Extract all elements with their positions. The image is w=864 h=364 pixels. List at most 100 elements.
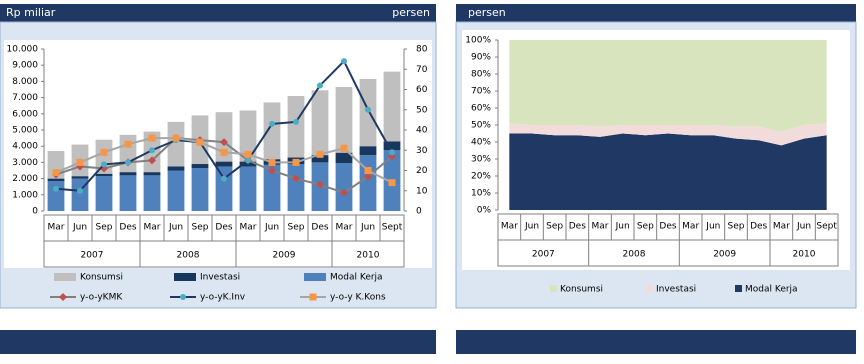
y-tick-label: 0 <box>32 207 38 217</box>
x-tick-label: Des <box>311 223 328 233</box>
marker <box>172 134 180 142</box>
marker <box>148 134 156 142</box>
x-tick-label: Jun <box>615 222 630 232</box>
marker <box>52 169 60 177</box>
legend-marker <box>309 293 317 301</box>
y-tick-label: 60% <box>471 104 491 114</box>
x-tick-label: Jun <box>168 223 183 233</box>
header-bar <box>456 4 856 22</box>
marker <box>292 158 300 166</box>
marker <box>316 150 324 158</box>
x-tick-label: Sep <box>96 223 113 233</box>
bar <box>167 166 185 171</box>
bar <box>95 139 113 174</box>
marker <box>269 120 275 127</box>
x-tick-label: Jun <box>72 223 87 233</box>
y-tick-label: 1.000 <box>12 190 38 200</box>
y-tick-label: 10% <box>471 189 491 199</box>
legend-label: Konsumsi <box>560 285 603 295</box>
bar <box>239 166 257 211</box>
y-tick-label: 0% <box>477 206 492 216</box>
y-tick-label: 40% <box>471 138 491 148</box>
marker <box>340 188 348 197</box>
x-tick-label: Des <box>659 222 676 232</box>
x-tick-label: Mar <box>682 222 699 232</box>
y-tick-label: 10.000 <box>7 45 39 55</box>
x-tick-label: Jun <box>705 222 720 232</box>
bar <box>167 170 185 211</box>
y2-tick-label: 0 <box>416 207 422 217</box>
y2-tick-label: 70 <box>416 65 428 75</box>
legend-label: Konsumsi <box>80 273 123 283</box>
y2-axis-label: persen <box>392 6 430 19</box>
x-tick-label: Des <box>569 222 586 232</box>
marker <box>364 172 372 181</box>
bar <box>335 152 353 164</box>
bar <box>191 164 209 169</box>
x-tick-label: Sep <box>637 222 654 232</box>
legend-label: Modal Kerja <box>745 285 798 295</box>
marker <box>149 147 155 154</box>
y2-tick-label: 60 <box>416 85 428 95</box>
area <box>509 133 827 210</box>
bar <box>359 155 377 211</box>
x-tick-label: Mar <box>144 223 161 233</box>
x-tick-label: Des <box>215 223 232 233</box>
bar <box>167 121 185 167</box>
bar <box>263 102 281 160</box>
y-tick-label: 50% <box>471 121 491 131</box>
x-tick-label: Sep <box>546 222 563 232</box>
x-tick-label: Sep <box>288 223 305 233</box>
x-tick-label: Des <box>750 222 767 232</box>
marker <box>221 175 227 182</box>
bar <box>47 178 65 182</box>
marker <box>268 158 276 166</box>
x-group-label: 2007 <box>532 250 555 260</box>
x-group-label: 2008 <box>177 251 200 261</box>
x-group-label: 2010 <box>793 250 816 260</box>
x-tick-label: Sep <box>728 222 745 232</box>
bar <box>143 172 161 176</box>
legend-swatch <box>735 285 742 292</box>
x-tick-label: Jun <box>360 223 375 233</box>
legend-label: Modal Kerja <box>330 273 383 283</box>
legend-swatch <box>304 273 326 281</box>
marker <box>196 138 204 146</box>
y-tick-label: 100% <box>465 36 491 46</box>
bar <box>95 176 113 211</box>
marker <box>220 138 228 147</box>
bar <box>287 164 305 211</box>
x-tick-label: Mar <box>773 222 790 232</box>
marker <box>317 82 323 89</box>
marker <box>316 180 324 189</box>
x-group-label: 2009 <box>273 251 296 261</box>
y-tick-label: 4.000 <box>12 142 38 152</box>
bar <box>95 173 113 177</box>
marker <box>293 118 299 125</box>
y-tick-label: 80% <box>471 70 491 80</box>
legend-swatch <box>174 273 196 281</box>
y-axis-label: persen <box>468 6 506 19</box>
area <box>509 123 827 146</box>
bar <box>215 112 233 162</box>
bar <box>311 90 329 156</box>
bar <box>119 134 137 173</box>
marker <box>340 144 348 152</box>
bar <box>119 175 137 211</box>
marker <box>76 158 84 166</box>
marker <box>364 167 372 174</box>
marker <box>148 156 156 165</box>
bar <box>191 168 209 211</box>
marker <box>100 148 108 156</box>
y-tick-label: 8.000 <box>12 77 38 87</box>
x-tick-label: Jun <box>264 223 279 233</box>
y-tick-label: 5.000 <box>12 126 38 136</box>
legend-label: y-o-y K.Kons <box>330 293 386 303</box>
marker <box>101 161 107 168</box>
legend-label: Investasi <box>656 285 696 295</box>
x-tick-label: Mar <box>501 222 518 232</box>
x-tick-label: Sept <box>816 222 837 232</box>
marker <box>244 150 252 158</box>
header-bar <box>0 4 436 22</box>
